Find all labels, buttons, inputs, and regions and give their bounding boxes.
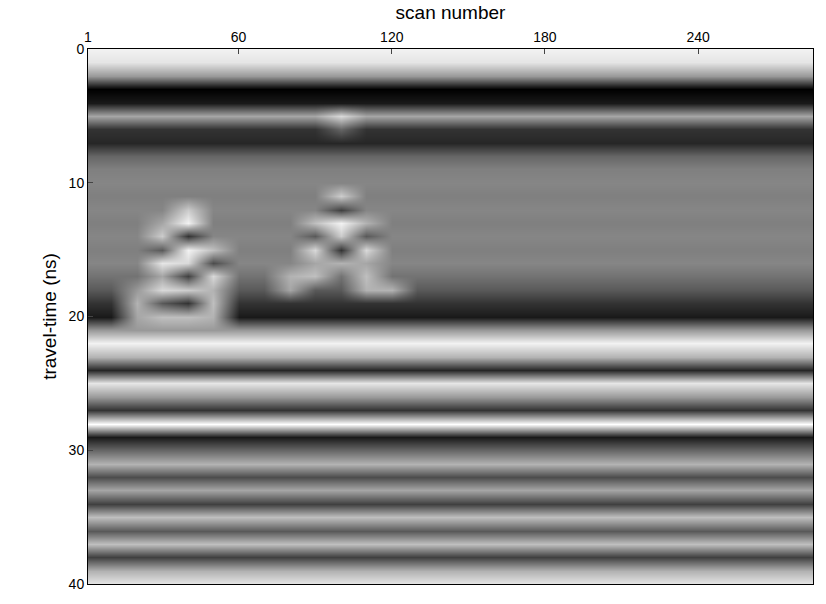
- svg-text:40: 40: [69, 576, 85, 592]
- svg-text:travel-time (ns): travel-time (ns): [39, 253, 60, 380]
- svg-text:120: 120: [380, 29, 404, 45]
- svg-text:scan number: scan number: [396, 2, 507, 23]
- svg-text:30: 30: [69, 442, 85, 458]
- svg-text:180: 180: [533, 29, 557, 45]
- svg-text:240: 240: [686, 29, 710, 45]
- svg-text:20: 20: [69, 308, 85, 324]
- svg-text:1: 1: [84, 29, 92, 45]
- svg-text:10: 10: [69, 175, 85, 191]
- svg-text:60: 60: [231, 29, 247, 45]
- svg-text:0: 0: [76, 41, 84, 57]
